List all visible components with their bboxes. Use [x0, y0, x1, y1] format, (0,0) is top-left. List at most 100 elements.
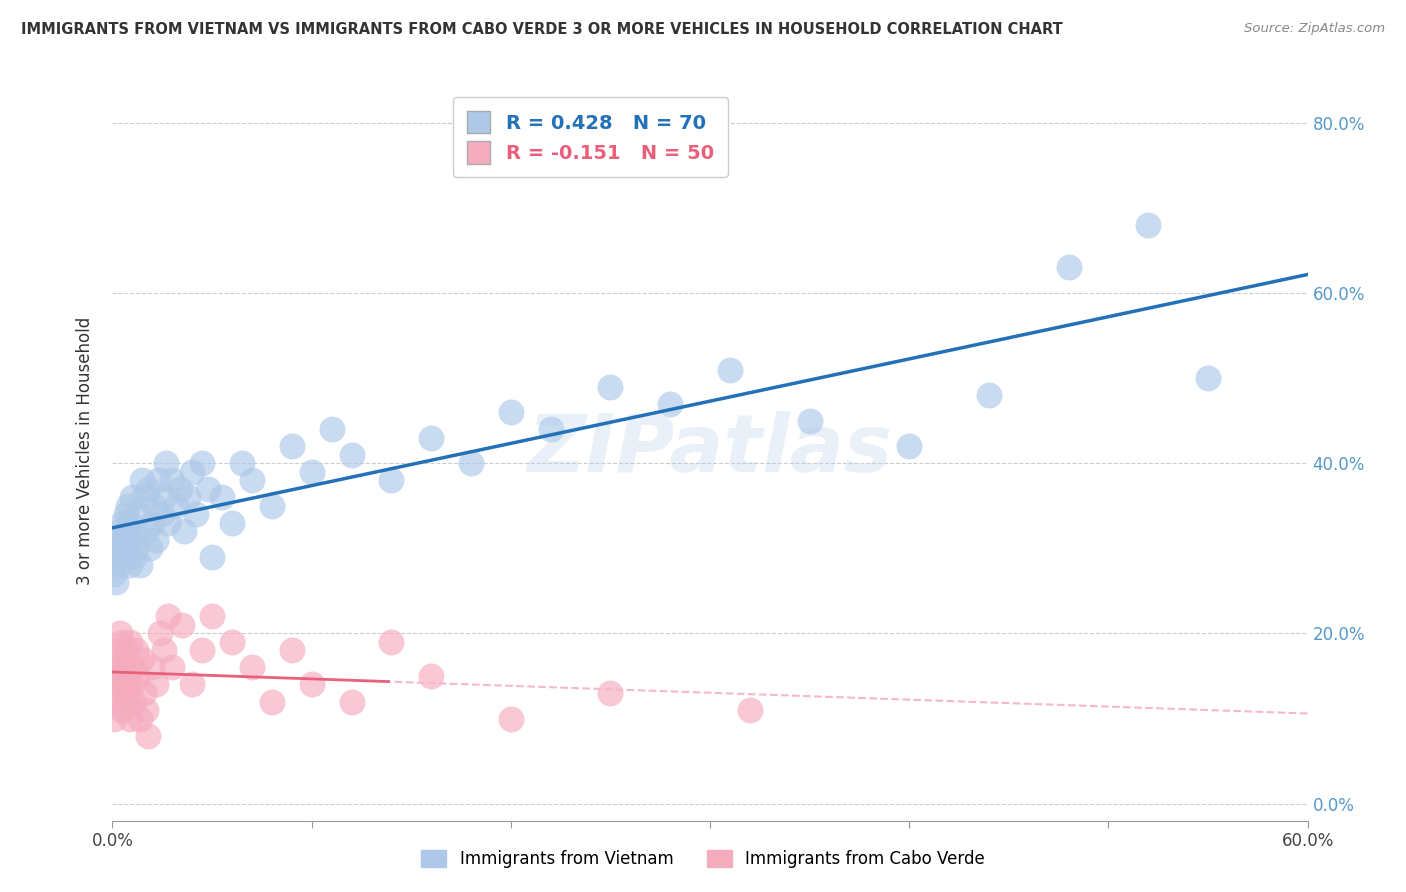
Point	[135, 524, 157, 539]
Point	[145, 677, 167, 691]
Point	[172, 618, 194, 632]
Point	[191, 643, 214, 657]
Point	[103, 566, 125, 581]
Point	[120, 558, 142, 573]
Point	[107, 533, 129, 547]
Point	[114, 660, 135, 674]
Point	[117, 541, 139, 556]
Point	[153, 643, 176, 657]
Point	[121, 660, 143, 674]
Point	[197, 482, 219, 496]
Point	[114, 549, 135, 564]
Point	[103, 677, 125, 691]
Point	[420, 431, 443, 445]
Point	[121, 533, 143, 547]
Point	[240, 473, 263, 487]
Point	[120, 516, 142, 530]
Point	[420, 669, 443, 683]
Point	[138, 482, 160, 496]
Point	[103, 712, 125, 726]
Point	[129, 712, 152, 726]
Point	[115, 643, 138, 657]
Point	[499, 405, 522, 419]
Point	[111, 635, 134, 649]
Point	[125, 643, 148, 657]
Y-axis label: 3 or more Vehicles in Household: 3 or more Vehicles in Household	[76, 317, 94, 584]
Point	[124, 524, 146, 539]
Point	[149, 626, 172, 640]
Point	[201, 549, 224, 564]
Point	[301, 677, 323, 691]
Point	[111, 516, 134, 530]
Point	[177, 490, 200, 504]
Point	[117, 686, 139, 700]
Point	[135, 703, 157, 717]
Point	[1137, 218, 1160, 232]
Point	[111, 652, 134, 666]
Point	[141, 660, 163, 674]
Point	[321, 422, 343, 436]
Point	[460, 456, 482, 470]
Point	[105, 694, 128, 708]
Point	[105, 575, 128, 590]
Point	[145, 533, 167, 547]
Point	[107, 643, 129, 657]
Point	[1057, 260, 1080, 275]
Point	[157, 609, 180, 624]
Text: Source: ZipAtlas.com: Source: ZipAtlas.com	[1244, 22, 1385, 36]
Point	[301, 465, 323, 479]
Point	[110, 669, 132, 683]
Text: ZIPatlas: ZIPatlas	[527, 411, 893, 490]
Point	[153, 490, 176, 504]
Point	[659, 397, 682, 411]
Point	[124, 549, 146, 564]
Point	[115, 508, 138, 522]
Point	[380, 635, 402, 649]
Point	[499, 712, 522, 726]
Point	[898, 439, 921, 453]
Point	[139, 541, 162, 556]
Point	[148, 473, 170, 487]
Point	[540, 422, 562, 436]
Point	[107, 549, 129, 564]
Point	[281, 643, 304, 657]
Point	[165, 499, 187, 513]
Point	[125, 541, 148, 556]
Point	[105, 660, 128, 674]
Point	[110, 558, 132, 573]
Point	[173, 524, 195, 539]
Point	[738, 703, 761, 717]
Point	[129, 558, 152, 573]
Point	[110, 626, 132, 640]
Point	[201, 609, 224, 624]
Point	[141, 516, 163, 530]
Point	[221, 635, 243, 649]
Point	[111, 541, 134, 556]
Text: IMMIGRANTS FROM VIETNAM VS IMMIGRANTS FROM CABO VERDE 3 OR MORE VEHICLES IN HOUS: IMMIGRANTS FROM VIETNAM VS IMMIGRANTS FR…	[21, 22, 1063, 37]
Point	[169, 482, 191, 496]
Point	[799, 414, 821, 428]
Point	[117, 669, 139, 683]
Point	[120, 635, 142, 649]
Point	[260, 499, 283, 513]
Point	[111, 703, 134, 717]
Point	[211, 490, 233, 504]
Point	[340, 694, 363, 708]
Point	[107, 686, 129, 700]
Point	[114, 677, 135, 691]
Point	[134, 686, 156, 700]
Point	[155, 456, 177, 470]
Point	[127, 508, 149, 522]
Point	[340, 448, 363, 462]
Point	[115, 694, 138, 708]
Point	[260, 694, 283, 708]
Point	[186, 508, 208, 522]
Point	[181, 465, 204, 479]
Point	[240, 660, 263, 674]
Point	[134, 490, 156, 504]
Point	[127, 669, 149, 683]
Point	[120, 712, 142, 726]
Point	[110, 524, 132, 539]
Point	[131, 473, 153, 487]
Point	[191, 456, 214, 470]
